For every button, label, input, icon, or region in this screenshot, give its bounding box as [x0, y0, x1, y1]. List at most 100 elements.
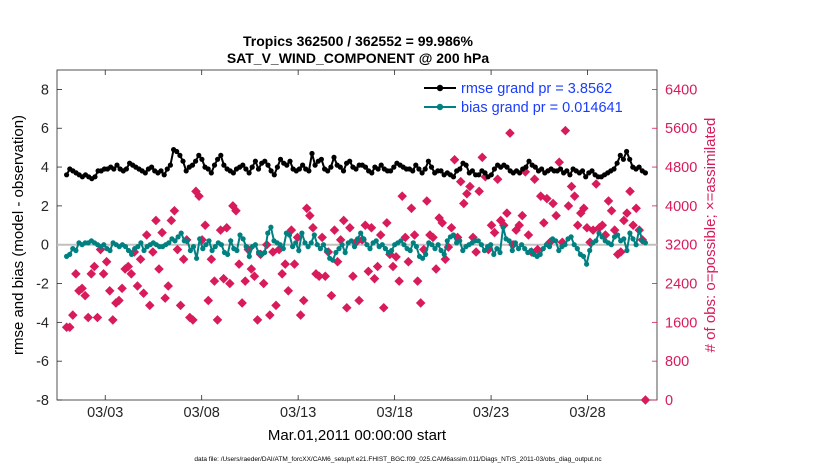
bias-point: [475, 238, 481, 244]
rmse-point: [413, 162, 419, 168]
rmse-point: [277, 156, 284, 162]
obs-point: [409, 230, 420, 240]
chart-title-line1: Tropics 362500 / 362552 = 99.986%: [243, 33, 474, 49]
obs-point: [271, 300, 281, 311]
obs-point: [194, 191, 204, 201]
rmse-point: [211, 162, 218, 168]
bias-point: [444, 238, 450, 244]
rmse-point: [410, 168, 416, 174]
obs-point: [151, 215, 161, 226]
y-right-tick-label: 4800: [665, 160, 697, 176]
legend-bias-marker: [436, 103, 444, 111]
bias-point: [621, 236, 627, 242]
obs-point: [342, 303, 352, 313]
obs-point: [431, 264, 441, 274]
obs-point: [625, 186, 635, 197]
y-left-tick-label: -2: [36, 277, 49, 293]
bias-point: [203, 242, 209, 248]
obs-point: [172, 244, 183, 255]
rmse-point: [328, 164, 334, 170]
obs-point: [225, 278, 235, 289]
rmse-point: [438, 168, 444, 174]
bias-point: [330, 257, 336, 263]
bias-point: [286, 232, 293, 238]
obs-point: [298, 295, 309, 306]
obs-point: [123, 261, 133, 272]
bias-point: [175, 234, 181, 240]
bias-point: [311, 232, 317, 238]
bias-point: [624, 247, 630, 254]
bias-point: [584, 261, 590, 267]
bias-point: [125, 247, 132, 254]
rmse-point: [312, 162, 318, 168]
obs-point: [249, 271, 260, 282]
x-axis-label: Mar.01,2011 00:00:00 start: [268, 427, 447, 444]
bias-point: [138, 240, 144, 246]
obs-point: [579, 203, 589, 214]
obs-point: [465, 181, 475, 192]
obs-point: [326, 290, 337, 301]
obs-point: [64, 322, 75, 332]
obs-point: [440, 254, 451, 265]
bias-point: [553, 238, 559, 244]
rmse-point: [340, 168, 347, 174]
bias-point: [509, 247, 515, 254]
bias-point: [166, 240, 172, 246]
obs-point: [132, 281, 143, 291]
rmse-point: [617, 152, 623, 158]
rmse-point: [589, 168, 595, 174]
obs-point: [92, 312, 103, 323]
obs-point: [523, 230, 534, 240]
rmse-point: [504, 164, 510, 170]
obs-point: [477, 152, 488, 163]
rmse-point: [123, 166, 129, 172]
bias-point: [101, 242, 107, 248]
obs-point: [234, 259, 244, 269]
bias-point: [141, 247, 147, 254]
bias-point: [122, 244, 129, 250]
bias-point: [630, 236, 636, 242]
rmse-point: [620, 156, 627, 162]
bias-point: [308, 240, 314, 246]
bias-point: [382, 246, 388, 252]
bias-point: [361, 236, 367, 242]
obs-point: [98, 269, 109, 279]
y-axis-left-label: rmse and bias (model - observation): [10, 115, 27, 355]
bias-point: [642, 240, 649, 246]
obs-point: [221, 222, 232, 233]
obs-point: [415, 298, 426, 308]
bias-point: [515, 246, 522, 252]
rmse-point: [624, 148, 630, 155]
bias-point: [348, 238, 354, 244]
rmse-point: [347, 158, 353, 164]
obs-point: [619, 215, 629, 226]
bias-point: [187, 247, 193, 254]
obs-point: [138, 288, 149, 299]
rmse-point: [215, 156, 221, 162]
rmse-point: [274, 164, 280, 170]
obs-point: [532, 244, 543, 255]
bias-point: [305, 244, 311, 250]
rmse-point: [422, 166, 428, 172]
obs-point: [471, 247, 481, 257]
rmse-point: [208, 170, 214, 176]
bias-point: [302, 240, 308, 246]
bias-point: [596, 230, 602, 236]
bias-point: [580, 253, 587, 259]
obs-point: [428, 232, 438, 243]
bias-point: [481, 247, 488, 254]
bias-point: [398, 238, 404, 244]
obs-point: [366, 222, 377, 233]
bias-point: [627, 230, 633, 236]
bias-point: [593, 238, 599, 244]
obs-point: [517, 210, 528, 221]
rmse-point: [252, 158, 258, 164]
y-axis-right-label: # of obs: o=possible; ×=assimilated: [702, 118, 719, 353]
obs-point: [218, 273, 229, 284]
rmse-point: [583, 174, 589, 180]
rmse-point: [193, 158, 199, 164]
bias-point: [401, 242, 407, 248]
rmse-point: [114, 162, 120, 168]
bias-point: [429, 242, 435, 248]
